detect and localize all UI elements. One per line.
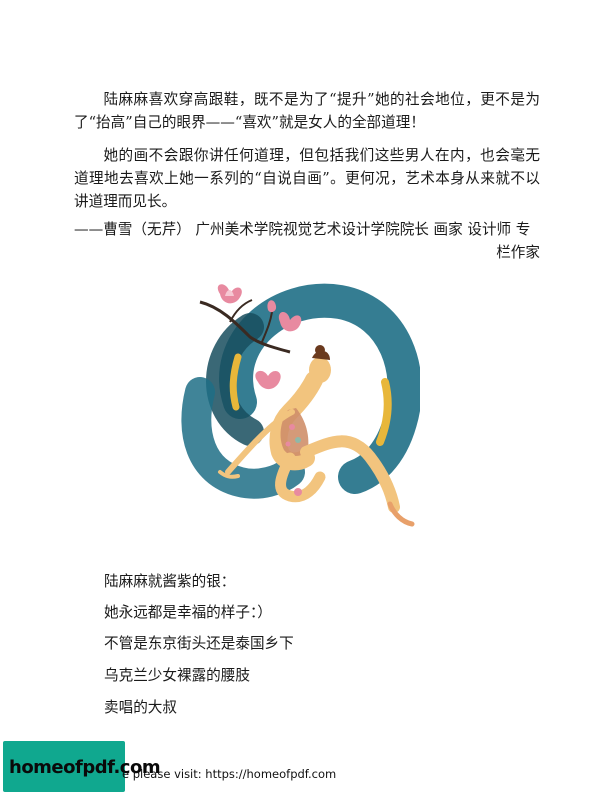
footer-visit-link[interactable]: e please visit: https://homeofpdf.com	[122, 767, 337, 781]
paragraph-2: 她的画不会跟你讲任何道理，但包括我们这些男人在内，也会毫无道理地去喜欢上她一系列…	[74, 144, 540, 213]
signature-line-2: 栏作家	[496, 244, 540, 261]
paragraph-1-text: 陆麻麻喜欢穿高跟鞋，既不是为了“提升”她的社会地位，更不是为了“抬高”自己的眼界…	[74, 91, 540, 131]
list-line-2: 她永远都是幸福的样子：）	[104, 604, 272, 621]
teal-brush-left	[181, 377, 305, 499]
magnolia-flower-1	[217, 284, 242, 304]
teal-brush-ring-dark	[206, 313, 264, 446]
paragraph-2-text: 她的画不会跟你讲任何道理，但包括我们这些男人在内，也会毫无道理地去喜欢上她一系列…	[74, 147, 540, 210]
signature-line-1: ——曹雪（无芹） 广州美术学院视觉艺术设计学院院长 画家 设计师 专	[74, 221, 531, 238]
list-line-3: 不管是东京街头还是泰国乡下	[104, 635, 294, 652]
list-line-4: 乌克兰少女裸露的腰肢	[104, 667, 250, 684]
watermark-logo-text: homeofpdf.com	[9, 757, 161, 778]
magnolia-branch	[199, 300, 291, 354]
magnolia-flower-3	[255, 370, 281, 390]
dancer-figure	[218, 345, 415, 527]
magnolia-bud	[267, 300, 277, 313]
yellow-accent-left	[229, 353, 242, 411]
magnolia-flower-2	[278, 311, 302, 332]
dancer-with-magnolia-illustration	[181, 283, 420, 527]
watermark-logo-box[interactable]: homeofpdf.com	[3, 741, 161, 792]
signature: ——曹雪（无芹） 广州美术学院视觉艺术设计学院院长 画家 设计师 专 栏作家	[74, 218, 540, 264]
yellow-accent-right	[376, 378, 392, 446]
list-line-5: 卖唱的大叔	[104, 699, 177, 716]
paragraph-1: 陆麻麻喜欢穿高跟鞋，既不是为了“提升”她的社会地位，更不是为了“抬高”自己的眼界…	[74, 88, 540, 134]
list-line-1: 陆麻麻就酱紫的银：	[104, 573, 236, 590]
